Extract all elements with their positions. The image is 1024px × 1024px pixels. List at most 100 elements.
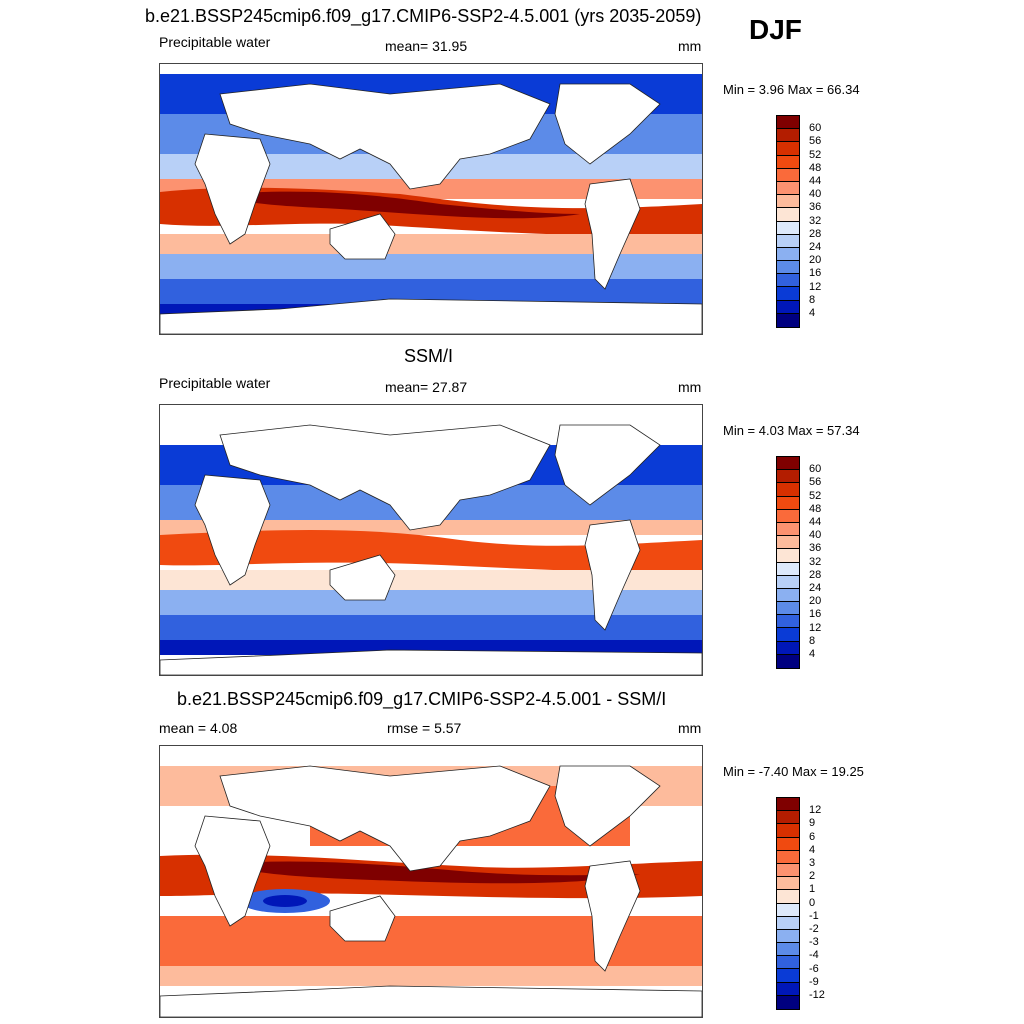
colorbar-swatch	[777, 313, 799, 327]
colorbar-swatch	[777, 824, 799, 838]
colorbar-swatch	[777, 956, 799, 970]
colorbar-tick-label: 8	[809, 293, 816, 306]
colorbar-swatch	[777, 536, 799, 550]
colorbar-tick-label: 24	[809, 582, 822, 594]
colorbar-tick-label: 36	[809, 201, 822, 214]
colorbar-tick-label: 2	[809, 870, 816, 883]
colorbar-swatch	[777, 798, 799, 812]
panel1-colorbar	[776, 115, 800, 328]
colorbar-tick-label: -6	[809, 962, 819, 975]
colorbar-swatch	[777, 943, 799, 957]
colorbar-swatch	[777, 903, 799, 917]
colorbar-tick-label: 6	[809, 830, 816, 843]
colorbar-tick-label: 16	[809, 608, 822, 621]
colorbar-swatch	[777, 602, 799, 616]
colorbar-tick-label: 12	[809, 804, 822, 817]
colorbar-tick-label: 40	[809, 529, 822, 542]
colorbar-swatch	[777, 929, 799, 944]
colorbar-tick-label: 3	[809, 857, 816, 869]
panel2-colorbar	[776, 456, 800, 669]
colorbar-swatch	[777, 982, 799, 996]
colorbar-swatch	[777, 575, 799, 589]
panel2-variable: Precipitable water	[159, 375, 271, 391]
panel2-minmax: Min = 4.03 Max = 57.34	[723, 423, 860, 438]
colorbar-tick-label: -12	[809, 989, 825, 1001]
colorbar-tick-label: 12	[809, 280, 822, 293]
colorbar-tick-label: 60	[809, 122, 822, 135]
colorbar-tick-label: 52	[809, 489, 822, 502]
colorbar-swatch	[777, 208, 799, 222]
panel3-rmse: rmse = 5.57	[387, 720, 462, 736]
colorbar-swatch	[777, 509, 799, 523]
panel2-map-field	[160, 405, 702, 675]
panel3-map-field	[160, 746, 702, 1017]
panel2-map	[159, 404, 703, 676]
panel3-units: mm	[678, 720, 702, 736]
colorbar-tick-label: 9	[809, 817, 816, 830]
panel1-map	[159, 63, 703, 335]
colorbar-swatch	[777, 995, 799, 1009]
colorbar-swatch	[777, 195, 799, 209]
colorbar-swatch	[777, 496, 799, 510]
colorbar-swatch	[777, 155, 799, 169]
colorbar-swatch	[777, 483, 799, 497]
colorbar-tick-label: 48	[809, 502, 822, 515]
colorbar-tick-label: 20	[809, 595, 822, 608]
colorbar-swatch	[777, 287, 799, 301]
colorbar-tick-label: 8	[809, 634, 816, 647]
colorbar-swatch	[777, 877, 799, 891]
colorbar-tick-label: 56	[809, 135, 822, 148]
colorbar-tick-label: -3	[809, 936, 819, 949]
colorbar-swatch	[777, 129, 799, 143]
colorbar-tick-label: 24	[809, 241, 822, 253]
colorbar-swatch	[777, 261, 799, 275]
colorbar-tick-label: 12	[809, 621, 822, 634]
colorbar-tick-label: 48	[809, 161, 822, 174]
colorbar-tick-label: 36	[809, 542, 822, 555]
colorbar-tick-label: 44	[809, 175, 822, 187]
colorbar-tick-label: -9	[809, 975, 819, 988]
colorbar-swatch	[777, 221, 799, 235]
colorbar-swatch	[777, 274, 799, 288]
panel3-minmax: Min = -7.40 Max = 19.25	[723, 764, 864, 779]
colorbar-swatch	[777, 641, 799, 655]
colorbar-tick-label: -2	[809, 923, 819, 935]
panel1-variable: Precipitable water	[159, 34, 271, 50]
panel1-map-field	[160, 64, 702, 334]
colorbar-swatch	[777, 168, 799, 182]
colorbar-swatch	[777, 116, 799, 130]
colorbar-swatch	[777, 628, 799, 642]
colorbar-tick-label: 56	[809, 476, 822, 489]
panel1-mean: mean= 31.95	[385, 38, 468, 54]
colorbar-swatch	[777, 969, 799, 983]
colorbar-swatch	[777, 588, 799, 603]
colorbar-tick-label: 44	[809, 516, 822, 528]
colorbar-tick-label: 20	[809, 254, 822, 267]
colorbar-tick-label: -1	[809, 909, 819, 922]
colorbar-swatch	[777, 142, 799, 156]
colorbar-tick-label: 28	[809, 227, 822, 240]
colorbar-tick-label: 4	[809, 648, 816, 660]
colorbar-tick-label: 32	[809, 555, 822, 568]
colorbar-swatch	[777, 837, 799, 851]
colorbar-tick-label: 0	[809, 896, 816, 909]
colorbar-tick-label: 4	[809, 843, 816, 856]
panel2-mean: mean= 27.87	[385, 379, 468, 395]
panel1-minmax: Min = 3.96 Max = 66.34	[723, 82, 860, 97]
colorbar-swatch	[777, 863, 799, 878]
colorbar-swatch	[777, 916, 799, 930]
panel3-title: b.e21.BSSP245cmip6.f09_g17.CMIP6-SSP2-4.…	[177, 689, 667, 709]
panel1-units: mm	[678, 38, 702, 54]
colorbar-tick-label: 28	[809, 568, 822, 581]
panel2-units: mm	[678, 379, 702, 395]
colorbar-tick-label: 52	[809, 148, 822, 161]
panel2-title: SSM/I	[404, 346, 454, 366]
colorbar-swatch	[777, 654, 799, 668]
colorbar-swatch	[777, 181, 799, 196]
colorbar-tick-label: 40	[809, 188, 822, 201]
colorbar-swatch	[777, 850, 799, 864]
panel3-colorbar	[776, 797, 800, 1010]
season-label: DJF	[749, 14, 802, 45]
colorbar-swatch	[777, 247, 799, 262]
colorbar-tick-label: -4	[809, 949, 819, 962]
